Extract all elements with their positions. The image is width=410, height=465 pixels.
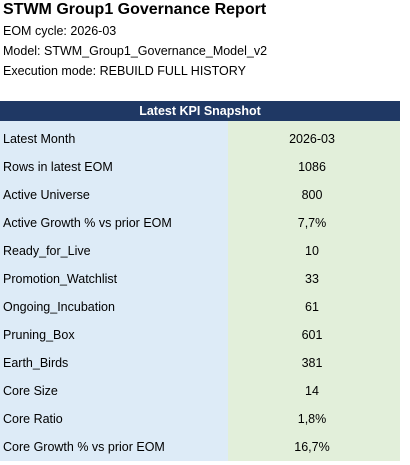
meta-line: EOM cycle: 2026-03 — [3, 24, 117, 38]
kpi-label: Earth_Birds — [0, 349, 228, 377]
kpi-label: Rows in latest EOM — [0, 153, 228, 181]
kpi-value: 10 — [228, 237, 400, 265]
kpi-row: Promotion_Watchlist 33 — [0, 265, 400, 293]
kpi-label: Ongoing_Incubation — [0, 293, 228, 321]
kpi-label: Core Size — [0, 377, 228, 405]
table-header: Latest KPI Snapshot — [0, 101, 400, 121]
kpi-value: 1086 — [228, 153, 400, 181]
kpi-row: Earth_Birds 381 — [0, 349, 400, 377]
kpi-value: 381 — [228, 349, 400, 377]
kpi-row: Rows in latest EOM 1086 — [0, 153, 400, 181]
kpi-label: Active Growth % vs prior EOM — [0, 209, 228, 237]
kpi-value: 61 — [228, 293, 400, 321]
kpi-label: Active Universe — [0, 181, 228, 209]
kpi-label: Latest Month — [0, 125, 228, 153]
kpi-value: 800 — [228, 181, 400, 209]
kpi-row: Ready_for_Live 10 — [0, 237, 400, 265]
kpi-value: 1,8% — [228, 405, 400, 433]
kpi-row: Latest Month 2026-03 — [0, 125, 400, 153]
kpi-value: 7,7% — [228, 209, 400, 237]
kpi-value: 2026-03 — [228, 125, 400, 153]
kpi-value: 33 — [228, 265, 400, 293]
table-spacer — [0, 121, 400, 125]
kpi-label: Pruning_Box — [0, 321, 228, 349]
kpi-row: Core Size 14 — [0, 377, 400, 405]
kpi-row: Ongoing_Incubation 61 — [0, 293, 400, 321]
kpi-table: Latest Month 2026-03 Rows in latest EOM 108… — [0, 125, 400, 461]
kpi-label: Core Ratio — [0, 405, 228, 433]
kpi-label: Ready_for_Live — [0, 237, 228, 265]
kpi-label: Promotion_Watchlist — [0, 265, 228, 293]
kpi-row: Pruning_Box 601 — [0, 321, 400, 349]
kpi-row: Active Universe 800 — [0, 181, 400, 209]
kpi-value: 601 — [228, 321, 400, 349]
kpi-value: 16,7% — [228, 433, 400, 461]
kpi-row: Active Growth % vs prior EOM 7,7% — [0, 209, 400, 237]
report-title: STWM Group1 Governance Report — [3, 1, 267, 18]
meta-line: Execution mode: REBUILD FULL HISTORY — [3, 64, 246, 78]
kpi-row: Core Growth % vs prior EOM 16,7% — [0, 433, 400, 461]
kpi-label: Core Growth % vs prior EOM — [0, 433, 228, 461]
meta-line: Model: STWM_Group1_Governance_Model_v2 — [3, 44, 268, 58]
kpi-row: Core Ratio 1,8% — [0, 405, 400, 433]
kpi-value: 14 — [228, 377, 400, 405]
